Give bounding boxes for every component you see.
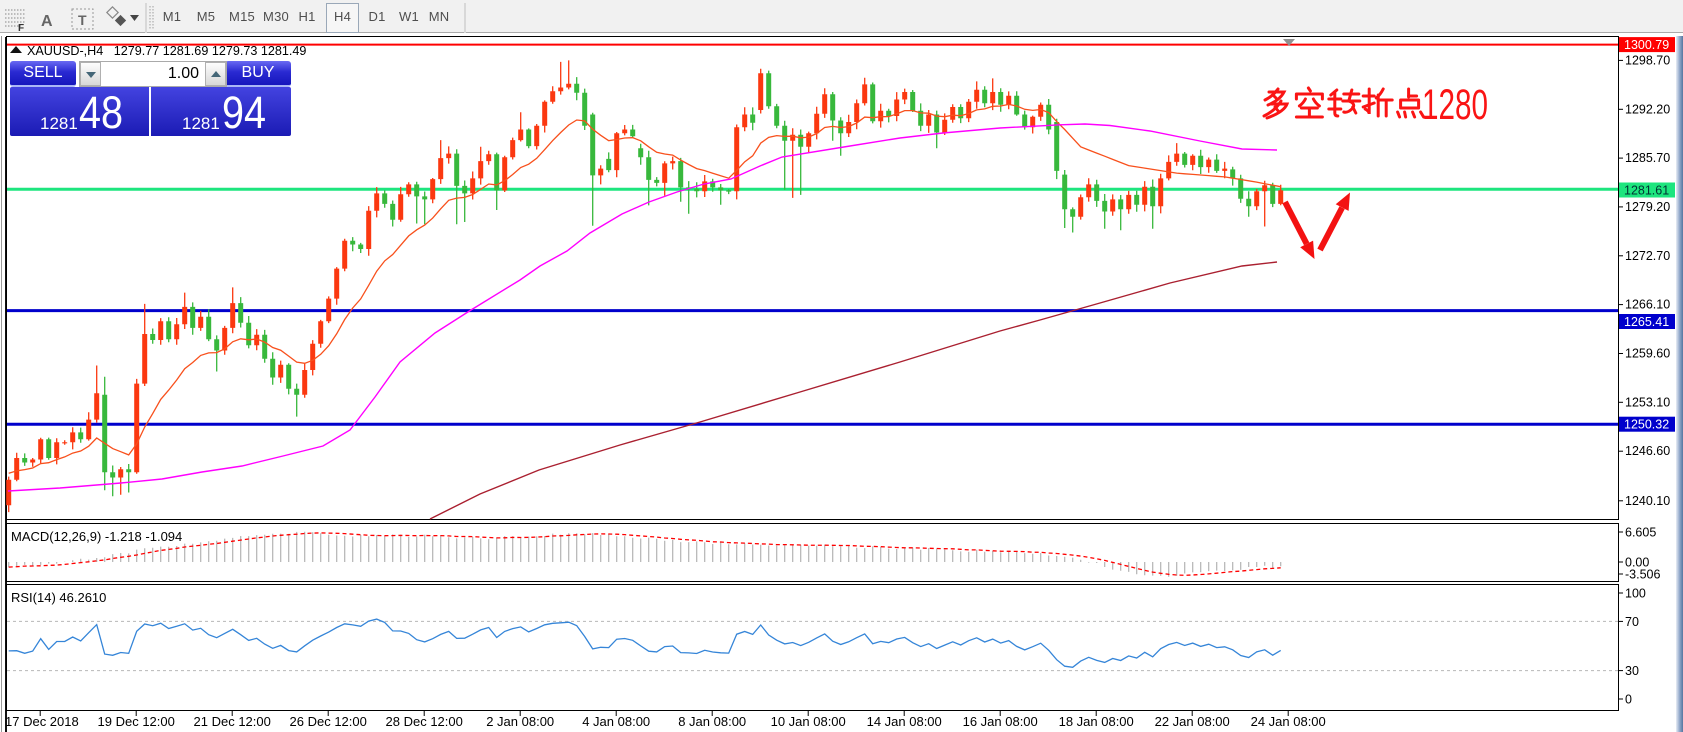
svg-text:-3.506: -3.506: [1625, 568, 1660, 582]
svg-text:1292.20: 1292.20: [1625, 102, 1670, 116]
svg-text:22 Jan 08:00: 22 Jan 08:00: [1155, 714, 1230, 729]
svg-text:1240.10: 1240.10: [1625, 494, 1670, 508]
svg-text:RSI(14) 46.2610: RSI(14) 46.2610: [11, 590, 106, 605]
svg-text:16 Jan 08:00: 16 Jan 08:00: [963, 714, 1038, 729]
svg-text:MACD(12,26,9) -1.218 -1.094: MACD(12,26,9) -1.218 -1.094: [11, 529, 182, 544]
svg-text:14 Jan 08:00: 14 Jan 08:00: [867, 714, 942, 729]
svg-text:26 Dec 12:00: 26 Dec 12:00: [290, 714, 367, 729]
svg-text:T: T: [78, 12, 87, 28]
svg-text:1279.20: 1279.20: [1625, 200, 1670, 214]
svg-text:1246.60: 1246.60: [1625, 444, 1670, 458]
svg-text:1300.79: 1300.79: [1624, 38, 1669, 52]
svg-text:1298.70: 1298.70: [1625, 53, 1670, 67]
svg-text:100: 100: [1625, 587, 1646, 601]
svg-text:0.00: 0.00: [1625, 556, 1649, 570]
svg-text:18 Jan 08:00: 18 Jan 08:00: [1059, 714, 1134, 729]
svg-text:1265.41: 1265.41: [1624, 315, 1669, 329]
svg-text:1272.70: 1272.70: [1625, 249, 1670, 263]
svg-text:21 Dec 12:00: 21 Dec 12:00: [194, 714, 271, 729]
svg-text:19 Dec 12:00: 19 Dec 12:00: [98, 714, 175, 729]
svg-text:6.605: 6.605: [1625, 526, 1656, 540]
svg-text:1250.32: 1250.32: [1624, 418, 1669, 432]
svg-text:1285.70: 1285.70: [1625, 151, 1670, 165]
svg-text:A: A: [41, 13, 53, 30]
svg-text:1281.61: 1281.61: [1624, 184, 1669, 198]
svg-text:2 Jan 08:00: 2 Jan 08:00: [486, 714, 554, 729]
svg-text:1266.10: 1266.10: [1625, 298, 1670, 312]
svg-text:8 Jan 08:00: 8 Jan 08:00: [678, 714, 746, 729]
svg-text:1253.10: 1253.10: [1625, 395, 1670, 409]
svg-text:17 Dec 2018: 17 Dec 2018: [5, 714, 79, 729]
svg-text:F: F: [18, 23, 24, 34]
svg-text:4 Jan 08:00: 4 Jan 08:00: [582, 714, 650, 729]
svg-text:0: 0: [1625, 693, 1632, 707]
svg-text:10 Jan 08:00: 10 Jan 08:00: [771, 714, 846, 729]
svg-text:28 Dec 12:00: 28 Dec 12:00: [386, 714, 463, 729]
svg-text:70: 70: [1625, 615, 1639, 629]
svg-text:1280: 1280: [1422, 81, 1488, 129]
svg-text:1259.60: 1259.60: [1625, 347, 1670, 361]
svg-text:24 Jan 08:00: 24 Jan 08:00: [1251, 714, 1326, 729]
svg-text:30: 30: [1625, 664, 1639, 678]
svg-text:XAUUSD-,H4 1279.77 1281.69 1: XAUUSD-,H4 1279.77 1281.69 1279.73 1281.…: [27, 44, 306, 58]
